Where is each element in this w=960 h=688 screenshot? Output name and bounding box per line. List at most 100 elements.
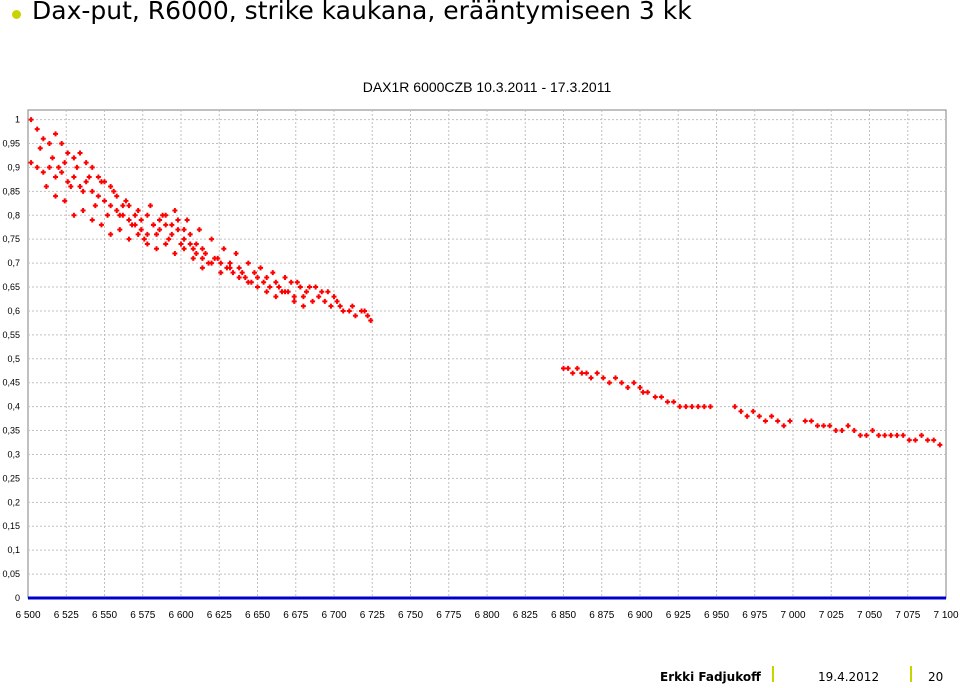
- x-tick-label: 6 625: [207, 610, 232, 621]
- data-point: [310, 298, 316, 304]
- footer-date: 19.4.2012: [818, 670, 880, 684]
- data-point: [291, 294, 297, 300]
- data-point: [175, 227, 181, 233]
- data-point: [808, 418, 814, 424]
- data-point: [187, 241, 193, 247]
- data-point: [77, 184, 83, 190]
- data-point: [227, 265, 233, 271]
- data-point: [89, 188, 95, 194]
- x-tick-label: 7 100: [933, 610, 958, 621]
- data-point: [245, 279, 251, 285]
- data-point: [144, 241, 150, 247]
- data-point: [863, 432, 869, 438]
- data-point: [68, 184, 74, 190]
- x-tick-label: 6 525: [54, 610, 79, 621]
- data-point: [105, 212, 111, 218]
- bullet-icon: [12, 10, 21, 19]
- x-tick-label: 6 725: [360, 610, 385, 621]
- y-tick-label: 0,45: [2, 378, 20, 388]
- data-point: [126, 217, 132, 223]
- x-tick-label: 7 050: [857, 610, 882, 621]
- data-point: [239, 270, 245, 276]
- y-tick-label: 0,75: [2, 234, 20, 244]
- data-point: [671, 399, 677, 405]
- y-tick-label: 0,4: [7, 402, 20, 412]
- x-tick-label: 6 700: [321, 610, 346, 621]
- data-point: [300, 303, 306, 309]
- data-point: [352, 313, 358, 319]
- data-point: [236, 265, 242, 271]
- data-point: [102, 198, 107, 204]
- x-tick-label: 6 975: [742, 610, 767, 621]
- y-tick-label: 0,35: [2, 426, 20, 436]
- data-point: [732, 404, 738, 410]
- data-point: [40, 169, 46, 175]
- data-point: [218, 260, 224, 266]
- chart-title: DAX1R 6000CZB 10.3.2011 - 17.3.2011: [363, 79, 612, 95]
- y-tick-label: 1: [15, 115, 20, 125]
- data-point: [117, 212, 123, 218]
- data-point: [65, 179, 71, 185]
- y-tick-label: 0,15: [2, 521, 20, 531]
- x-tick-label: 6 675: [283, 610, 308, 621]
- data-point: [98, 179, 104, 185]
- data-point: [756, 413, 762, 419]
- data-point: [83, 160, 89, 166]
- data-point: [135, 207, 141, 213]
- data-point: [154, 246, 160, 252]
- data-point: [245, 260, 251, 266]
- data-point: [71, 155, 77, 161]
- data-point: [144, 231, 150, 237]
- data-point: [937, 442, 943, 448]
- x-tick-label: 6 875: [589, 610, 614, 621]
- data-point: [251, 270, 257, 276]
- data-point: [202, 251, 208, 257]
- data-point: [368, 318, 374, 324]
- data-point: [931, 437, 937, 443]
- data-point: [236, 274, 242, 280]
- data-point: [833, 428, 839, 434]
- data-point: [40, 136, 46, 142]
- data-point: [583, 370, 589, 376]
- data-point: [62, 198, 68, 204]
- data-point: [600, 375, 606, 381]
- y-tick-label: 0,6: [7, 306, 20, 316]
- data-point: [827, 423, 833, 429]
- data-point: [297, 284, 303, 290]
- data-point: [215, 255, 221, 261]
- data-point: [625, 384, 631, 390]
- data-point: [227, 260, 233, 266]
- data-point: [565, 365, 571, 371]
- y-tick-label: 0,2: [7, 497, 20, 507]
- data-point: [135, 231, 141, 237]
- x-tick-label: 6 600: [168, 610, 193, 621]
- x-tick-label: 7 075: [895, 610, 920, 621]
- data-point: [561, 365, 566, 371]
- data-point: [37, 145, 43, 151]
- data-point: [744, 413, 750, 419]
- data-point: [89, 164, 95, 170]
- x-tick-label: 6 500: [15, 610, 40, 621]
- data-point: [303, 289, 309, 295]
- data-point: [307, 284, 313, 290]
- data-point: [769, 413, 775, 419]
- footer-separator: [772, 666, 774, 682]
- x-tick-label: 6 825: [513, 610, 538, 621]
- data-point: [71, 174, 77, 180]
- data-point: [163, 241, 169, 247]
- data-point: [574, 365, 580, 371]
- data-point: [181, 227, 187, 233]
- data-point: [255, 284, 260, 290]
- data-point: [157, 217, 163, 223]
- data-point: [181, 246, 187, 252]
- x-tick-label: 6 950: [704, 610, 729, 621]
- data-point: [665, 399, 671, 405]
- data-point: [570, 370, 576, 376]
- data-point: [270, 270, 276, 276]
- data-point: [230, 270, 236, 276]
- data-point: [221, 246, 227, 252]
- data-point: [199, 265, 205, 271]
- x-tick-label: 6 800: [474, 610, 499, 621]
- data-point: [175, 217, 181, 223]
- data-point: [98, 222, 104, 228]
